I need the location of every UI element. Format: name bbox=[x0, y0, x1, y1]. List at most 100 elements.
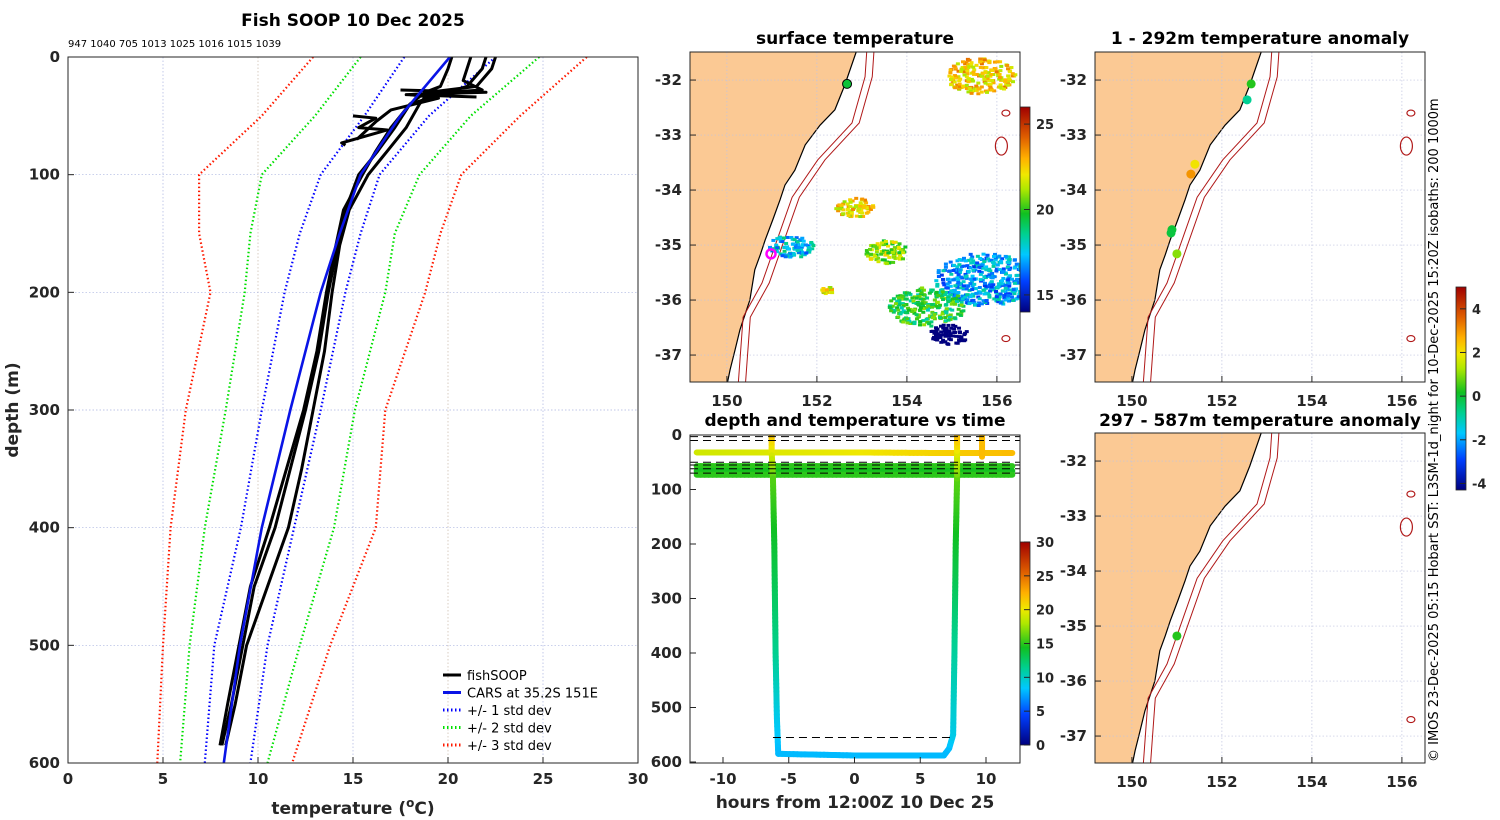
sst-pixel bbox=[837, 203, 842, 207]
sst-pixel bbox=[978, 60, 983, 64]
sst-pixel bbox=[946, 296, 951, 300]
sst-pixel bbox=[964, 83, 969, 87]
sst-pixel bbox=[945, 277, 950, 281]
sst-pixel bbox=[992, 60, 997, 64]
sst-pixel bbox=[981, 59, 986, 63]
sst-pixel bbox=[902, 291, 907, 295]
sst-pixel bbox=[919, 291, 924, 295]
x-axis-label: temperature (oC) bbox=[271, 796, 434, 819]
sst-pixel bbox=[941, 310, 946, 314]
sst-pixel bbox=[875, 242, 880, 246]
sst-pixel bbox=[890, 304, 895, 308]
sst-pixel bbox=[925, 320, 930, 324]
sst-pixel bbox=[1005, 265, 1010, 269]
sst-pixel bbox=[834, 207, 839, 211]
sst-pixel bbox=[852, 206, 857, 210]
lon-tick-label: 156 bbox=[1386, 773, 1417, 791]
y-axis-label: depth (m) bbox=[3, 362, 23, 457]
sst-pixel bbox=[934, 290, 939, 294]
sst-pixel bbox=[974, 291, 979, 295]
sst-pixel bbox=[1004, 292, 1009, 296]
sst-pixel bbox=[879, 252, 884, 256]
sst-pixel bbox=[926, 304, 931, 308]
sst-pixel bbox=[936, 275, 941, 279]
sst-pixel bbox=[964, 287, 969, 291]
legend-label: fishSOOP bbox=[467, 669, 527, 684]
sst-pixel bbox=[890, 242, 895, 246]
sst-pixel bbox=[943, 262, 948, 266]
sst-pixel bbox=[775, 246, 780, 250]
sst-pixel bbox=[951, 293, 956, 297]
sst-pixel bbox=[972, 301, 977, 305]
sst-pixel bbox=[962, 264, 967, 268]
y-tick-label: 300 bbox=[29, 401, 60, 419]
sd3-high-line bbox=[291, 57, 588, 763]
sst-pixel bbox=[976, 304, 981, 308]
sst-pixel bbox=[976, 92, 981, 96]
sst-pixel bbox=[934, 304, 939, 308]
sst-pixel bbox=[793, 243, 798, 247]
sst-pixel bbox=[799, 250, 804, 254]
sst-pixel bbox=[851, 208, 856, 212]
x-tick-label: -10 bbox=[709, 770, 736, 788]
sst-pixel bbox=[918, 320, 923, 324]
sst-pixel bbox=[956, 75, 961, 79]
anomaly-upper-title: 1 - 292m temperature anomaly bbox=[1111, 29, 1409, 49]
sd2-low-line bbox=[179, 57, 362, 763]
sst-pixel bbox=[915, 289, 920, 293]
sst-pixel bbox=[1018, 262, 1020, 266]
sst-pixel bbox=[921, 307, 926, 311]
sst-pixel bbox=[897, 242, 902, 246]
sst-pixel bbox=[942, 329, 947, 333]
sst-pixel bbox=[977, 265, 982, 269]
sst-pixel bbox=[868, 247, 873, 251]
sst-pixel bbox=[941, 277, 946, 281]
sst-pixel bbox=[982, 281, 987, 285]
sst-pixel bbox=[969, 91, 974, 95]
sst-pixel bbox=[992, 252, 997, 256]
sst-pixel bbox=[898, 253, 903, 257]
anomaly-lower-panel: 297 - 587m temperature anomaly 150 152 154… bbox=[1060, 286, 1486, 791]
sst-pixel bbox=[956, 273, 961, 277]
sst-pixel bbox=[963, 272, 968, 276]
sst-pixel bbox=[942, 283, 947, 287]
sst-pixel bbox=[966, 258, 971, 262]
legend-label: +/- 1 std dev bbox=[467, 704, 552, 719]
sst-pixel bbox=[1001, 267, 1006, 271]
sst-pixel bbox=[965, 264, 970, 268]
sst-pixel bbox=[964, 75, 969, 79]
y-tick-label: 400 bbox=[651, 644, 682, 662]
sst-pixel bbox=[916, 293, 921, 297]
sst-pixel bbox=[963, 62, 968, 66]
sst-pixel bbox=[823, 292, 828, 296]
depth-time-title: depth and temperature vs time bbox=[705, 411, 1006, 431]
sst-pixel bbox=[904, 297, 909, 301]
colorbar-tick-label: 15 bbox=[1036, 638, 1054, 653]
sst-pixel bbox=[891, 297, 896, 301]
sst-pixel bbox=[792, 238, 797, 242]
sst-pixel bbox=[990, 79, 995, 83]
sst-pixel bbox=[994, 267, 999, 271]
sst-pixel bbox=[941, 326, 946, 330]
sst-pixel bbox=[959, 264, 964, 268]
sst-pixel bbox=[1016, 295, 1020, 299]
sst-pixel bbox=[949, 272, 954, 276]
lat-tick-label: -34 bbox=[1060, 562, 1087, 580]
sst-pixel bbox=[985, 74, 990, 78]
sst-pixel bbox=[951, 268, 956, 272]
sst-pixel bbox=[982, 292, 987, 296]
isobath-1000m bbox=[1150, 433, 1280, 763]
sst-pixel bbox=[984, 66, 989, 70]
sst-pixel bbox=[990, 260, 995, 264]
legend-label: +/- 2 std dev bbox=[467, 722, 552, 737]
sst-pixel bbox=[930, 310, 935, 314]
sst-pixel bbox=[949, 75, 954, 79]
sst-pixel bbox=[980, 266, 985, 270]
sst-pixel bbox=[866, 210, 871, 214]
sst-pixel bbox=[871, 205, 876, 209]
sst-pixel bbox=[929, 290, 934, 294]
sst-pixel bbox=[938, 316, 943, 320]
lat-tick-label: -33 bbox=[1060, 126, 1087, 144]
y-tick-label: 0 bbox=[50, 48, 60, 66]
sst-pixel bbox=[948, 71, 953, 75]
